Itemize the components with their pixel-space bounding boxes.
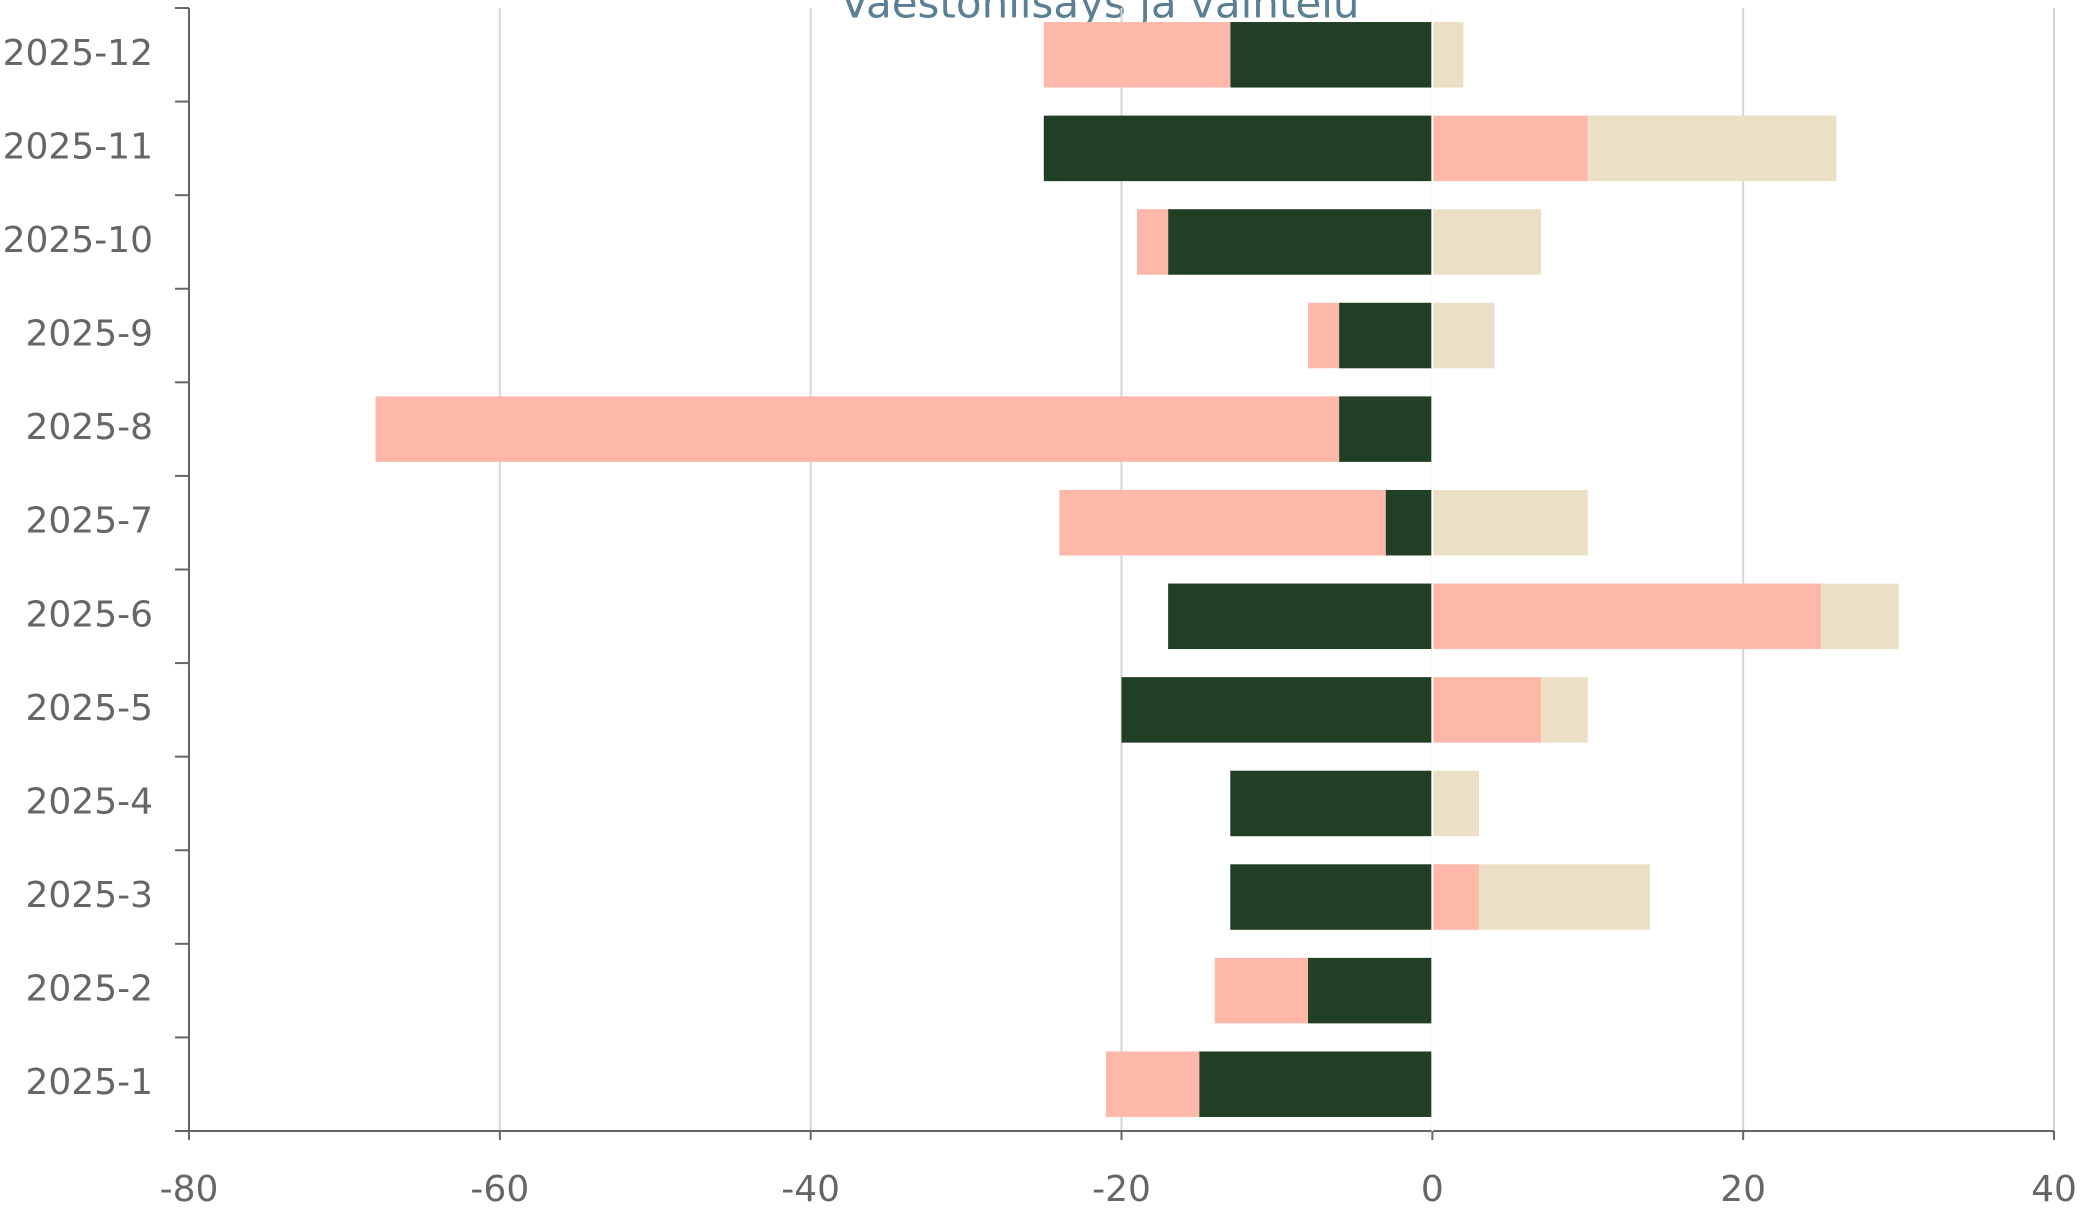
bar [1432,864,1479,930]
bar [1121,677,1433,743]
x-tick-label: 40 [2031,1169,2077,1210]
x-tick-label: 0 [1421,1169,1444,1210]
bar [1339,302,1433,369]
y-tick-label: 2025-6 [25,594,153,635]
bar [1043,115,1433,182]
bar [1432,489,1588,556]
x-tick-label: -20 [1092,1169,1151,1210]
y-tick-label: 2025-8 [25,407,153,448]
y-tick-label: 2025-9 [25,314,153,355]
x-tick-label: -80 [160,1169,219,1210]
y-tick-label: 2025-12 [3,33,153,74]
y-tick-label: 2025-4 [25,781,153,822]
bar [1432,583,1821,650]
x-tick-label: -60 [470,1169,529,1210]
bar [1168,209,1433,275]
bar [375,396,1340,462]
bar [1105,1051,1200,1117]
bar [1230,22,1433,88]
bar [1385,489,1433,556]
bar [1043,22,1231,88]
y-tick-label: 2025-2 [25,969,153,1010]
bar [1214,957,1308,1024]
bar [1432,677,1542,743]
bar [1432,115,1588,182]
x-tick-label: 20 [1720,1169,1766,1210]
y-tick-label: 2025-5 [25,688,153,729]
bar [1541,677,1588,743]
y-tick-label: 2025-7 [25,501,153,542]
bar [1339,396,1433,462]
bar [1230,864,1433,930]
bar [1230,770,1433,837]
bar [1308,957,1433,1024]
bar [1432,209,1542,275]
x-tick-label: -40 [781,1169,840,1210]
bar [1168,583,1433,650]
bar [1478,864,1650,930]
bar [1432,22,1464,88]
y-tick-label: 2025-1 [25,1062,153,1103]
y-tick-label: 2025-3 [25,875,153,916]
y-tick-label: 2025-11 [3,126,153,167]
bar [1587,115,1837,182]
bar [1432,302,1495,369]
bar [1308,302,1340,369]
bar [1137,209,1169,275]
bar [1432,770,1479,837]
bar [1820,583,1899,650]
bar [1199,1051,1433,1117]
y-tick-label: 2025-10 [3,220,153,261]
bar [1059,489,1386,556]
